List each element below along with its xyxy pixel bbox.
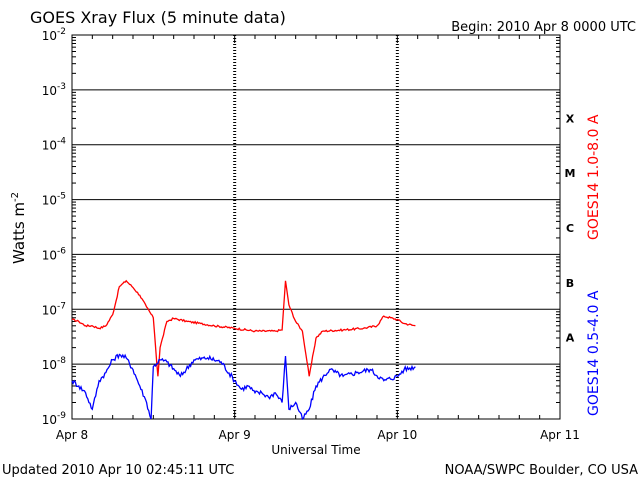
series-line-long-channel <box>71 279 416 377</box>
flare-class-label: A <box>566 332 575 345</box>
flare-class-label: X <box>566 112 575 125</box>
flare-class-label: B <box>566 277 574 290</box>
series-line-short-channel <box>71 353 416 421</box>
y-tick-label: 10-7 <box>42 301 66 317</box>
x-axis-ticks: Apr 8 Apr 9 Apr 10 Apr 11 <box>56 35 580 442</box>
updated-timestamp: Updated 2010 Apr 10 02:45:11 UTC <box>2 463 234 478</box>
x-tick-label: Apr 10 <box>377 428 417 442</box>
flare-class-label: M <box>565 167 576 180</box>
x-tick-label: Apr 8 <box>56 428 88 442</box>
x-tick-label: Apr 11 <box>540 428 580 442</box>
y-axis-ticks: 10-9 10-8 10-7 10-6 10-5 10-4 10-3 10-2 <box>42 27 560 427</box>
grid-lines <box>72 35 560 419</box>
credit-label: NOAA/SWPC Boulder, CO USA <box>445 463 638 478</box>
plot-frame <box>71 34 561 420</box>
y-tick-label: 10-3 <box>42 82 66 98</box>
y-tick-label: 10-6 <box>42 246 67 262</box>
y-tick-label: 10-8 <box>42 356 67 372</box>
y-tick-label: 10-2 <box>42 27 66 43</box>
x-tick-label: Apr 9 <box>219 428 251 442</box>
flare-class-label: C <box>566 222 574 235</box>
series-lines <box>71 279 416 421</box>
chart-title: GOES Xray Flux (5 minute data) <box>30 8 286 27</box>
legend-long-channel: GOES14 1.0-8.0 A <box>586 114 602 240</box>
y-tick-label: 10-9 <box>42 411 67 427</box>
legend-short-channel: GOES14 0.5-4.0 A <box>586 290 602 416</box>
y-axis-label: Watts m-2 <box>10 192 28 264</box>
begin-label: Begin: 2010 Apr 8 0000 UTC <box>451 20 636 35</box>
y-tick-label: 10-4 <box>42 137 67 153</box>
x-axis-label: Universal Time <box>271 443 360 457</box>
flare-class-labels: A B C M X <box>565 112 576 344</box>
y-tick-label: 10-5 <box>42 192 66 208</box>
